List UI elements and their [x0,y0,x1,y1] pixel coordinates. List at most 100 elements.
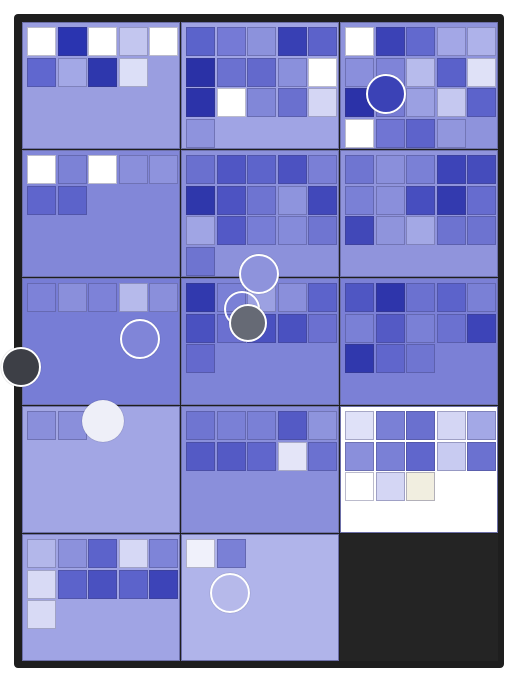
tile[interactable] [27,57,56,87]
tile[interactable] [467,441,496,471]
tile[interactable] [436,118,466,148]
tile[interactable] [406,441,435,471]
token-white[interactable] [82,400,124,442]
tile[interactable] [375,27,405,56]
tile[interactable] [345,283,374,312]
board-panel[interactable] [340,150,498,277]
tile[interactable] [247,27,276,56]
tile[interactable] [375,313,405,343]
tile[interactable] [345,118,374,148]
tile[interactable] [27,27,56,56]
tile[interactable] [247,441,276,471]
tile[interactable] [57,57,87,87]
tile[interactable] [345,441,374,471]
tile[interactable] [375,283,405,312]
board-panel[interactable] [22,150,180,277]
tile[interactable] [88,155,117,184]
tile[interactable] [436,57,466,87]
board-panel[interactable] [22,406,180,533]
tile[interactable] [277,27,307,56]
tile[interactable] [406,344,435,373]
tile[interactable] [467,155,496,184]
tile[interactable] [149,283,178,312]
tile[interactable] [436,441,466,471]
tile[interactable] [345,344,374,373]
tile[interactable] [308,216,337,245]
tile[interactable] [57,155,87,184]
tile[interactable] [436,27,466,56]
tile[interactable] [216,185,246,215]
tile[interactable] [186,88,215,117]
tile[interactable] [436,155,466,184]
tile[interactable] [375,344,405,373]
tile[interactable] [308,313,337,343]
board-panel[interactable] [181,150,339,277]
tile[interactable] [308,155,337,184]
tile[interactable] [118,155,148,184]
tile[interactable] [467,57,496,87]
tile[interactable] [375,118,405,148]
tile[interactable] [406,472,435,501]
tile[interactable] [277,313,307,343]
tile[interactable] [186,27,215,56]
tile[interactable] [406,216,435,245]
tile[interactable] [216,57,246,87]
board-panel[interactable] [340,278,498,405]
tile[interactable] [467,313,496,343]
tile[interactable] [247,155,276,184]
tile[interactable] [88,539,117,568]
tile[interactable] [216,155,246,184]
tile[interactable] [186,118,215,148]
board-panel[interactable] [181,534,339,661]
tile[interactable] [345,216,374,245]
tile[interactable] [345,313,374,343]
tile[interactable] [247,57,276,87]
tile[interactable] [149,539,178,568]
tile[interactable] [436,216,466,245]
board-panel[interactable] [22,22,180,149]
token-pale[interactable] [210,573,250,613]
tile[interactable] [118,283,148,312]
tile[interactable] [375,185,405,215]
tile[interactable] [277,57,307,87]
tile[interactable] [345,185,374,215]
tile[interactable] [467,27,496,56]
tile[interactable] [27,600,56,629]
tile[interactable] [216,411,246,440]
tile[interactable] [247,411,276,440]
tile[interactable] [277,155,307,184]
tile[interactable] [186,216,215,245]
tile[interactable] [406,313,435,343]
tile[interactable] [186,57,215,87]
tile[interactable] [118,569,148,599]
tile[interactable] [406,57,435,87]
token-lavender[interactable] [239,254,279,294]
tile[interactable] [406,88,435,117]
tile[interactable] [436,411,466,440]
tile[interactable] [247,88,276,117]
tile[interactable] [406,411,435,440]
board-panel[interactable] [340,406,498,533]
tile[interactable] [149,27,178,56]
tile[interactable] [308,411,337,440]
tile[interactable] [27,569,56,599]
tile[interactable] [88,57,117,87]
tile[interactable] [345,155,374,184]
board-panel[interactable] [22,534,180,661]
tile[interactable] [277,411,307,440]
tile[interactable] [118,57,148,87]
tile[interactable] [436,283,466,312]
tile[interactable] [345,411,374,440]
tile[interactable] [216,27,246,56]
token-gray[interactable] [229,304,267,342]
tile[interactable] [186,539,215,568]
tile[interactable] [216,216,246,245]
tile[interactable] [88,27,117,56]
tile[interactable] [345,57,374,87]
tile[interactable] [27,155,56,184]
tile[interactable] [27,539,56,568]
tile[interactable] [88,569,117,599]
tile[interactable] [436,313,466,343]
tile[interactable] [57,411,87,440]
tile[interactable] [118,27,148,56]
